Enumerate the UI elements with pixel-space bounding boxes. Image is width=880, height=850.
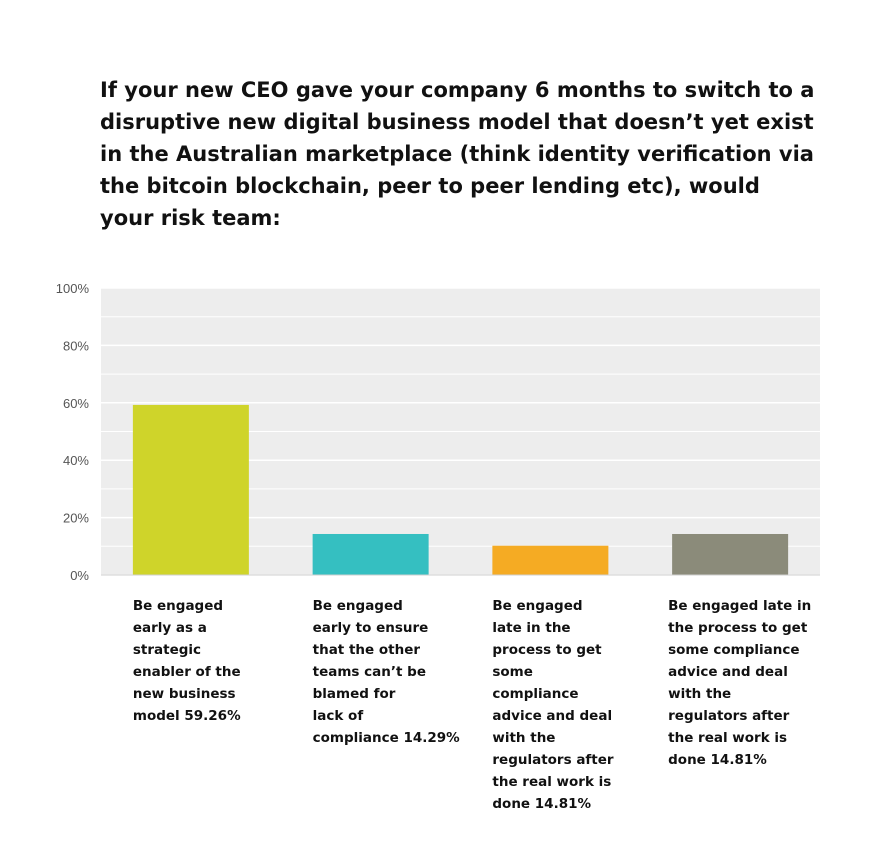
category-label: Be engaged early to ensure that the othe… bbox=[312, 598, 460, 746]
y-tick-label: 80% bbox=[63, 338, 89, 353]
y-tick-label: 60% bbox=[63, 396, 89, 411]
category-label: Be engaged early as a strategic enabler … bbox=[132, 598, 241, 724]
y-tick-label: 100% bbox=[56, 281, 90, 296]
bar bbox=[132, 404, 249, 575]
bar bbox=[492, 545, 609, 575]
y-tick-label: 0% bbox=[70, 568, 89, 583]
chart-title: If your new CEO gave your company 6 mont… bbox=[100, 78, 815, 230]
y-tick-label: 20% bbox=[63, 511, 89, 526]
bar bbox=[672, 533, 789, 575]
y-tick-label: 40% bbox=[63, 453, 89, 468]
category-label: Be engaged late in the process to get so… bbox=[492, 598, 614, 812]
category-label: Be engaged late in the process to get so… bbox=[668, 598, 812, 768]
bar bbox=[312, 533, 429, 575]
